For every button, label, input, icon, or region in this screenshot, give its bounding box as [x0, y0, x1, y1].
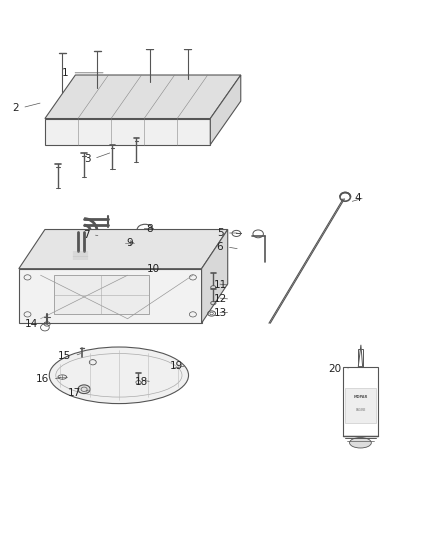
Text: 1: 1: [62, 68, 69, 78]
Text: 16: 16: [36, 374, 49, 384]
Text: 19: 19: [170, 361, 184, 371]
Polygon shape: [19, 230, 228, 269]
Text: 18: 18: [135, 377, 148, 387]
Polygon shape: [201, 230, 228, 323]
Polygon shape: [45, 75, 241, 118]
Polygon shape: [343, 367, 378, 436]
Text: 12: 12: [214, 294, 227, 304]
Text: 20: 20: [328, 364, 342, 374]
Text: 10: 10: [147, 264, 160, 273]
Text: ENGINE: ENGINE: [355, 408, 366, 412]
Text: 8: 8: [146, 224, 153, 233]
Polygon shape: [210, 75, 241, 144]
Text: 13: 13: [214, 308, 227, 318]
Polygon shape: [45, 118, 210, 144]
Ellipse shape: [70, 249, 92, 262]
FancyBboxPatch shape: [53, 275, 149, 314]
Ellipse shape: [78, 385, 90, 393]
Text: 14: 14: [25, 319, 39, 328]
Text: 17: 17: [67, 387, 81, 398]
Polygon shape: [358, 345, 363, 367]
Text: 11: 11: [214, 280, 227, 290]
Ellipse shape: [350, 438, 371, 448]
Text: MOPAR: MOPAR: [353, 395, 367, 399]
Text: 15: 15: [58, 351, 71, 361]
FancyBboxPatch shape: [345, 389, 376, 423]
Text: 3: 3: [84, 154, 91, 164]
Text: 5: 5: [217, 228, 223, 238]
Text: 6: 6: [217, 242, 223, 252]
Text: 7: 7: [83, 230, 89, 240]
Text: 4: 4: [355, 193, 361, 203]
Ellipse shape: [49, 347, 188, 403]
Text: 2: 2: [12, 103, 19, 112]
Text: 9: 9: [126, 238, 133, 248]
Polygon shape: [358, 349, 363, 367]
Polygon shape: [19, 269, 201, 323]
